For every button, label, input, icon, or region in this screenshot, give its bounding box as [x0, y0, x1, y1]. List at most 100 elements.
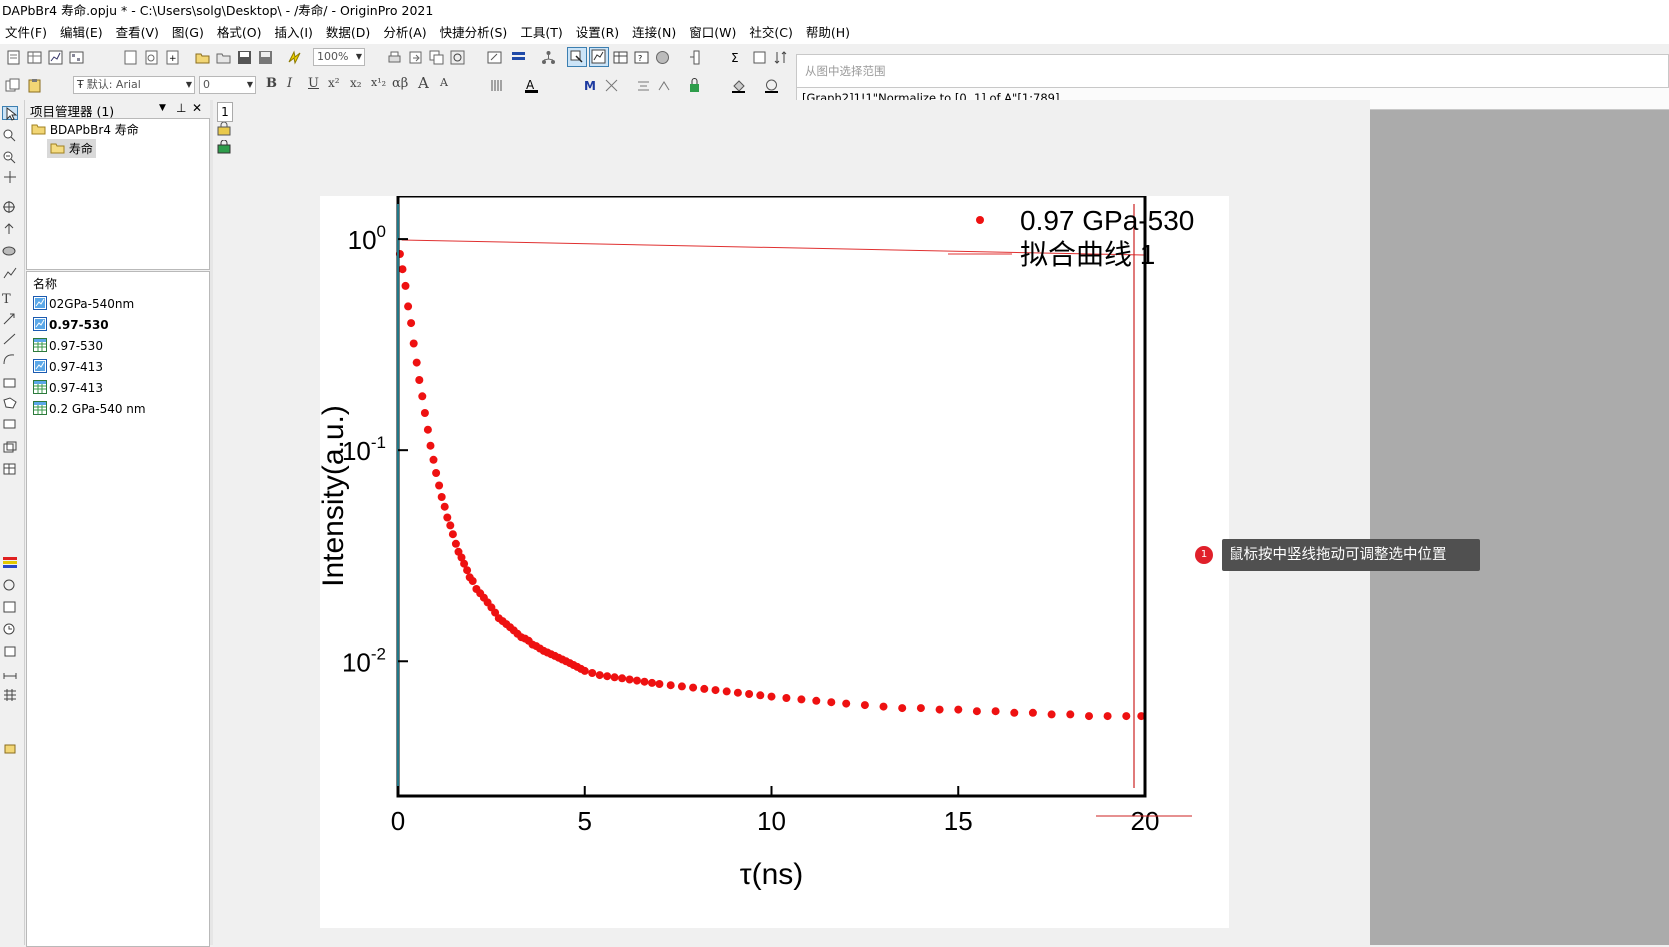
list-item[interactable]: 0.97-530 [33, 336, 103, 356]
copy-format-icon[interactable] [4, 77, 21, 94]
new-function-icon[interactable]: + [164, 49, 181, 66]
zoom-in-icon[interactable] [2, 128, 18, 142]
new-matrix-icon[interactable] [68, 49, 85, 66]
menu-item-14[interactable]: 帮助(H) [805, 25, 851, 40]
save-icon[interactable] [236, 49, 253, 66]
new-notes-icon[interactable] [122, 49, 139, 66]
new-project-icon[interactable] [5, 49, 22, 66]
data-selector-tool-icon[interactable] [2, 222, 18, 236]
list-item[interactable]: 0.97-530 [33, 315, 109, 335]
bold-button[interactable]: B [266, 76, 277, 91]
scale-bar-icon[interactable] [2, 666, 18, 680]
menu-item-3[interactable]: 图(G) [171, 25, 204, 40]
menu-item-5[interactable]: 插入(I) [274, 25, 313, 40]
code-builder-icon[interactable] [486, 49, 503, 66]
list-item[interactable]: 0.2 GPa-540 nm [33, 399, 146, 419]
sort-icon[interactable] [772, 49, 789, 66]
graph-page[interactable] [320, 196, 1229, 928]
lock-graph-icon[interactable] [217, 122, 231, 136]
add-column-icon[interactable] [688, 49, 705, 66]
results-log-icon[interactable]: ? [633, 49, 650, 66]
font-size-combo[interactable]: 0 ▼ [199, 76, 256, 94]
list-item[interactable]: 0.97-413 [33, 378, 103, 398]
region-tool-icon[interactable] [2, 396, 18, 410]
new-workbook-icon[interactable] [26, 49, 43, 66]
text-tool-icon[interactable]: T [2, 292, 11, 307]
italic-button[interactable]: I [287, 76, 293, 91]
align-icon[interactable] [635, 77, 652, 94]
paste-format-icon[interactable] [26, 77, 43, 94]
green-lock-icon[interactable] [217, 140, 231, 154]
new-graph-icon[interactable] [47, 49, 64, 66]
underline-button[interactable]: U [308, 76, 319, 91]
decay-plot[interactable]: 0 5 10 15 20 100 10-1 10-2 τ(ns) Intensity(a.u… [320, 196, 1229, 928]
list-item[interactable]: 0.97-413 [33, 357, 103, 377]
menu-item-9[interactable]: 工具(T) [520, 25, 563, 40]
list-item[interactable]: 02GPa-540nm [33, 294, 134, 314]
grid-tool-icon[interactable] [2, 688, 18, 702]
font-color-icon[interactable]: A [523, 77, 540, 94]
zoom-combo[interactable]: 100% ▼ [313, 48, 365, 66]
pin-icon[interactable]: ⊥ [176, 101, 187, 115]
lock-icon[interactable] [686, 77, 703, 94]
close-icon[interactable]: ✕ [192, 101, 203, 115]
menu-item-2[interactable]: 查看(V) [115, 25, 159, 40]
lock-tool-icon[interactable] [2, 740, 18, 754]
decrease-font-button[interactable]: A [440, 76, 448, 89]
legend-tool-icon[interactable] [2, 600, 18, 614]
greek-button[interactable]: αβ [392, 76, 409, 91]
legend[interactable]: 0.97 GPa-530 拟合曲线 1 [948, 205, 1194, 270]
insert-table-icon[interactable] [2, 462, 18, 476]
bubble-scale-icon[interactable] [2, 578, 18, 592]
draw-data-icon[interactable] [2, 266, 18, 280]
layer-tab-1[interactable]: 1 [217, 102, 233, 122]
unmerge-icon[interactable] [603, 77, 620, 94]
refresh-icon[interactable] [449, 49, 466, 66]
save-template-icon[interactable] [257, 49, 274, 66]
print-icon[interactable] [386, 49, 403, 66]
menu-item-1[interactable]: 编辑(E) [59, 25, 103, 40]
rectangle-tool-icon[interactable] [2, 376, 18, 390]
list-header-name[interactable]: 名称 [33, 277, 58, 291]
project-explorer-icon[interactable] [540, 49, 557, 66]
menu-item-10[interactable]: 设置(R) [575, 25, 620, 40]
duplicate-icon[interactable] [428, 49, 445, 66]
zoom-out-icon[interactable] [2, 150, 18, 164]
region-selector-button[interactable] [589, 47, 609, 67]
open-template-icon[interactable] [215, 49, 232, 66]
menu-item-6[interactable]: 数据(D) [325, 25, 371, 40]
screen-reader-icon[interactable] [2, 200, 18, 214]
worksheet-icon[interactable] [612, 49, 629, 66]
increase-font-button[interactable]: A [418, 74, 429, 92]
recalculate-icon[interactable] [286, 49, 303, 66]
export-icon[interactable] [407, 49, 424, 66]
panel-splitter[interactable] [210, 100, 213, 945]
menu-item-7[interactable]: 分析(A) [383, 25, 427, 40]
mask-icon[interactable] [2, 244, 18, 258]
supersubscript-button[interactable]: x¹₂ [371, 76, 387, 89]
pointer-icon[interactable] [2, 106, 18, 121]
menu-item-4[interactable]: 格式(O) [216, 25, 262, 40]
annotation-icon[interactable] [2, 418, 18, 432]
subscript-button[interactable]: x₂ [350, 76, 362, 90]
distribute-icon[interactable] [656, 77, 673, 94]
menu-item-8[interactable]: 快捷分析(S) [439, 25, 508, 40]
folder-node[interactable]: 寿命 [47, 139, 96, 158]
object-tool-icon[interactable] [2, 644, 18, 658]
font-name-combo[interactable]: Ŧ 默认: Arial ▼ [73, 76, 195, 94]
line-tool-icon[interactable] [2, 332, 18, 346]
superscript-button[interactable]: x² [328, 76, 340, 90]
apps-icon[interactable] [654, 49, 671, 66]
statistics-on-rows-icon[interactable] [751, 49, 768, 66]
date-time-icon[interactable] [2, 622, 18, 636]
data-selector-button[interactable] [567, 47, 587, 67]
dropdown-icon[interactable]: ▼ [159, 103, 166, 113]
open-icon[interactable] [194, 49, 211, 66]
fill-color-icon[interactable] [730, 77, 747, 94]
menu-item-11[interactable]: 连接(N) [632, 25, 677, 40]
project-root-node[interactable]: BDAPbBr4 寿命 [31, 121, 139, 138]
menu-item-12[interactable]: 窗口(W) [689, 25, 737, 40]
arrow-tool-icon[interactable] [2, 312, 18, 326]
menu-item-13[interactable]: 社交(C) [749, 25, 793, 40]
merge-icon[interactable]: M [582, 77, 599, 94]
